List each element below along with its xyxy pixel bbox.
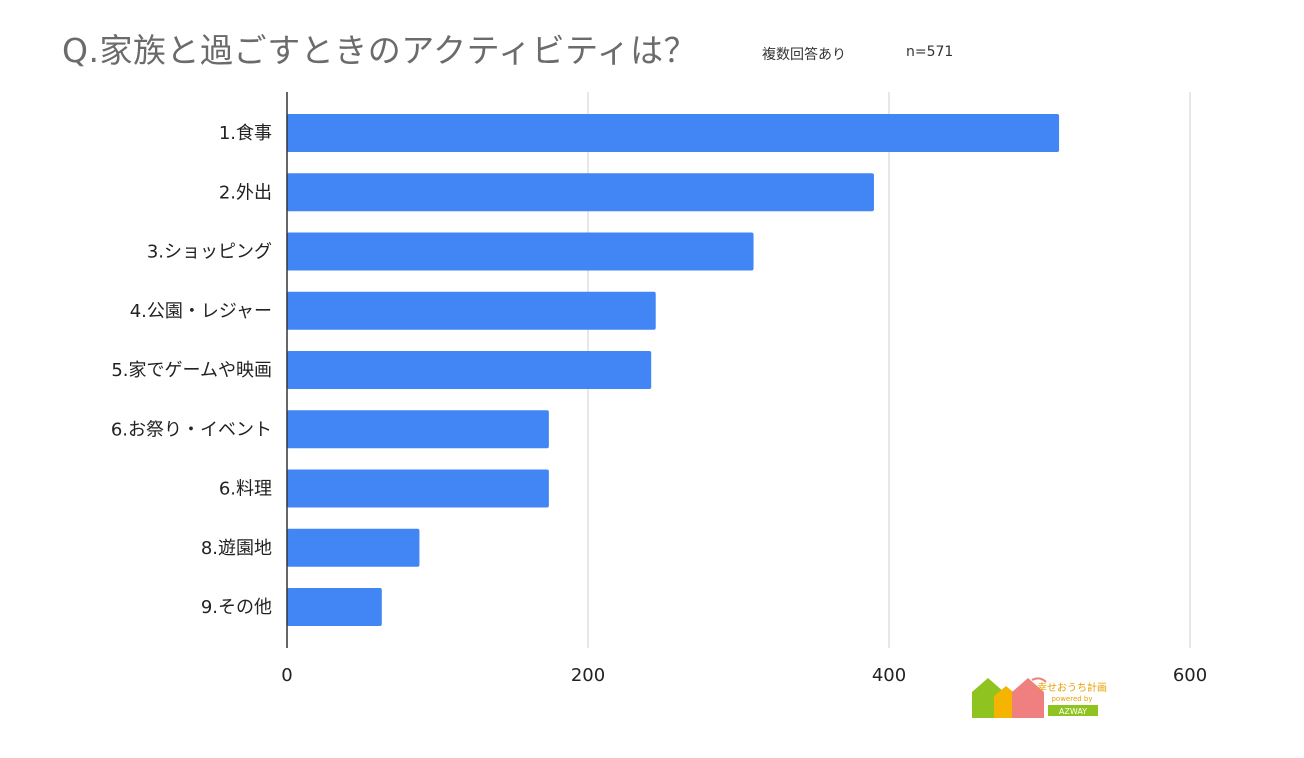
category-label: 9.その他 bbox=[201, 597, 272, 618]
bar-6 bbox=[287, 410, 549, 449]
bars bbox=[287, 114, 1060, 626]
sample-size: n=571 bbox=[906, 44, 954, 60]
category-label: 6.料理 bbox=[219, 479, 272, 500]
category-label: 8.遊園地 bbox=[201, 538, 272, 559]
bar-1 bbox=[287, 114, 1060, 152]
multi-answer-note: 複数回答あり bbox=[762, 47, 846, 63]
brand-logo: 幸せおうち計画 powered by AZWAY bbox=[972, 677, 1107, 718]
category-label: 5.家でゲームや映画 bbox=[111, 360, 272, 381]
bar-3 bbox=[287, 232, 754, 271]
category-label: 3.ショッピング bbox=[147, 242, 272, 263]
category-label: 6.お祭り・イベント bbox=[111, 419, 272, 440]
logo-sub: powered by bbox=[1051, 695, 1092, 703]
x-tick-label: 0 bbox=[281, 665, 292, 686]
bar-2 bbox=[287, 173, 874, 212]
logo-name: 幸せおうち計画 bbox=[1037, 681, 1107, 694]
category-label: 4.公園・レジャー bbox=[130, 301, 272, 322]
x-tick-label: 200 bbox=[571, 665, 605, 686]
chart-title: Q.家族と過ごすときのアクティビティは？ bbox=[62, 31, 698, 70]
bar-4 bbox=[287, 291, 656, 330]
x-tick-label: 400 bbox=[872, 665, 906, 686]
tick-labels: 0 200 400 600 bbox=[281, 665, 1207, 686]
category-label: 2.外出 bbox=[219, 182, 272, 203]
bar-5 bbox=[287, 351, 652, 389]
category-labels: 1.食事 2.外出 3.ショッピング 4.公園・レジャー 5.家でゲームや映画 6.お祭り… bbox=[111, 123, 272, 618]
bar-7 bbox=[287, 469, 549, 508]
bar-9 bbox=[287, 588, 382, 626]
logo-brand: AZWAY bbox=[1059, 707, 1087, 716]
category-label: 1.食事 bbox=[219, 123, 272, 144]
x-tick-label: 600 bbox=[1173, 665, 1207, 686]
bar-8 bbox=[287, 528, 420, 567]
